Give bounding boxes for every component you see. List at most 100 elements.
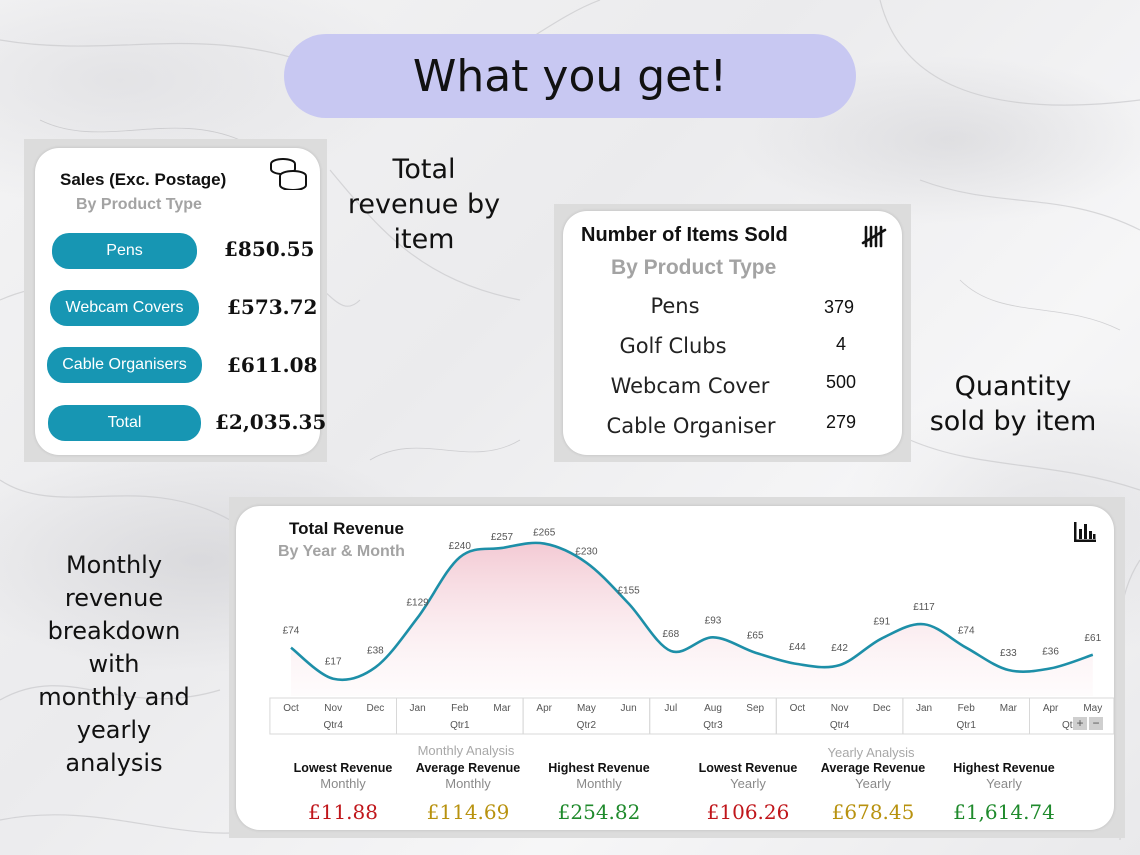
x-tick-label: Oct xyxy=(283,703,299,714)
caption-monthly-line: monthly and xyxy=(38,683,190,711)
data-label: £74 xyxy=(283,626,300,637)
stat-value-highest-monthly: £254.82 xyxy=(557,800,641,824)
caption-monthly-line: breakdown xyxy=(47,617,181,645)
revenue-area xyxy=(291,542,1093,696)
data-label: £44 xyxy=(789,642,806,653)
x-tick-label: Nov xyxy=(831,703,849,714)
caption-revenue-line: item xyxy=(393,224,455,256)
caption-monthly-line: analysis xyxy=(65,749,163,777)
banner-title: What you get! xyxy=(284,34,856,118)
item-name-webcam-cover: Webcam Cover xyxy=(610,374,770,398)
item-qty-pens: 379 xyxy=(823,297,855,317)
caption-quantity: Quantity sold by item xyxy=(920,369,1106,439)
caption-revenue: Total revenue by item xyxy=(340,152,508,257)
item-qty-cable-organiser: 279 xyxy=(825,412,857,432)
x-tick-label: Mar xyxy=(1000,703,1018,714)
item-qty-golf-clubs: 4 xyxy=(835,334,846,354)
revenue-card-title: Total Revenue xyxy=(289,519,404,538)
data-label: £257 xyxy=(491,532,514,543)
x-tick-label: Jun xyxy=(621,703,637,714)
caption-quantity-line: sold by item xyxy=(929,406,1097,438)
x-tick-label: Oct xyxy=(790,703,806,714)
item-name-cable-organiser: Cable Organiser xyxy=(606,414,776,438)
stat-label: Average Revenue xyxy=(820,761,926,775)
data-label: £240 xyxy=(449,541,472,552)
tally-icon xyxy=(861,225,887,248)
quarter-label: Qtr4 xyxy=(323,720,343,731)
stat-period: Yearly xyxy=(986,776,1022,791)
stat-value-average-yearly: £678.45 xyxy=(831,800,915,824)
pill-pens: Pens xyxy=(52,233,197,269)
x-tick-label: Apr xyxy=(1043,703,1059,714)
sales-card-subtitle: By Product Type xyxy=(76,196,202,213)
stat-period: Yearly xyxy=(855,776,891,791)
x-tick-label: Mar xyxy=(493,703,511,714)
bar-chart-icon xyxy=(1074,522,1096,542)
x-tick-label: Nov xyxy=(324,703,342,714)
revenue-card-subtitle: By Year & Month xyxy=(278,543,405,560)
stat-value-average-monthly: £114.69 xyxy=(426,800,510,824)
amount-webcam-covers: £573.72 xyxy=(227,295,318,319)
revenue-chart: Oct Nov Dec Jan Feb Mar Apr May Jun Jul Aug Sep Oct N… xyxy=(269,528,1114,735)
quarter-label: Qtr2 xyxy=(577,720,597,731)
x-tick-label: Sep xyxy=(746,703,764,714)
data-label: £74 xyxy=(958,626,975,637)
x-tick-label: Jul xyxy=(664,703,677,714)
data-label: £36 xyxy=(1042,646,1059,657)
caption-monthly-line: Monthly xyxy=(65,551,163,579)
data-label: £93 xyxy=(705,615,722,626)
data-label: £17 xyxy=(325,657,342,668)
x-tick-label: Feb xyxy=(451,703,469,714)
quarter-label: Qtr2 xyxy=(1062,720,1082,731)
data-label: £129 xyxy=(406,598,429,609)
quarter-label: Qtr1 xyxy=(956,720,976,731)
data-label: £38 xyxy=(367,645,384,656)
items-card-subtitle: By Product Type xyxy=(611,256,777,279)
caption-monthly-line: revenue xyxy=(64,584,164,612)
caption-quantity-line: Quantity xyxy=(954,371,1072,402)
x-tick-label: Jan xyxy=(916,703,932,714)
pill-total: Total xyxy=(48,405,201,441)
stat-value-lowest-yearly: £106.26 xyxy=(706,800,790,824)
item-name-pens: Pens xyxy=(650,294,700,318)
stat-value-lowest-monthly: £11.88 xyxy=(308,800,378,824)
x-tick-label: Dec xyxy=(873,703,891,714)
x-tick-label: Dec xyxy=(367,703,385,714)
caption-revenue-line: revenue by xyxy=(347,189,501,221)
stat-period: Monthly xyxy=(445,776,491,791)
amount-pens: £850.55 xyxy=(224,237,315,261)
data-label: £61 xyxy=(1084,633,1101,644)
pill-cable-organisers: Cable Organisers xyxy=(47,347,202,383)
stat-period: Yearly xyxy=(730,776,766,791)
x-tick-label: Apr xyxy=(536,703,552,714)
data-label: £155 xyxy=(617,586,640,597)
zoom-in-button[interactable]: + xyxy=(1073,717,1087,730)
amount-total: £2,035.35 xyxy=(215,410,327,434)
stat-label: Average Revenue xyxy=(415,761,521,775)
caption-monthly: Monthly revenue breakdown with monthly a… xyxy=(26,549,202,780)
stat-period: Monthly xyxy=(320,776,366,791)
data-label: £265 xyxy=(533,528,556,539)
caption-revenue-line: Total xyxy=(392,154,456,185)
sales-card-title: Sales (Exc. Postage) xyxy=(60,170,227,189)
items-card-title: Number of Items Sold xyxy=(581,224,788,246)
stat-period: Monthly xyxy=(576,776,622,791)
data-label: £68 xyxy=(662,629,679,640)
revenue-card: Total Revenue By Year & Month Oct Nov Dec J… xyxy=(236,506,1114,830)
stat-label: Lowest Revenue xyxy=(293,761,393,775)
stat-value-highest-yearly: £1,614.74 xyxy=(953,800,1055,824)
zoom-out-button[interactable]: − xyxy=(1089,717,1103,730)
amount-cable-organisers: £611.08 xyxy=(227,353,318,377)
pill-webcam-covers: Webcam Covers xyxy=(50,290,199,326)
data-label: £33 xyxy=(1000,648,1017,659)
data-label: £42 xyxy=(831,643,848,654)
quarter-label: Qtr3 xyxy=(703,720,723,731)
x-tick-label: Jan xyxy=(410,703,426,714)
monthly-analysis-label: Monthly Analysis xyxy=(417,743,515,758)
quarter-label: Qtr4 xyxy=(830,720,850,731)
items-card: Number of Items Sold By Product Type Pen… xyxy=(563,211,902,455)
data-label: £230 xyxy=(575,547,598,558)
x-tick-label: Aug xyxy=(704,703,722,714)
coins-icon xyxy=(270,158,307,190)
revenue-line xyxy=(290,541,1094,682)
